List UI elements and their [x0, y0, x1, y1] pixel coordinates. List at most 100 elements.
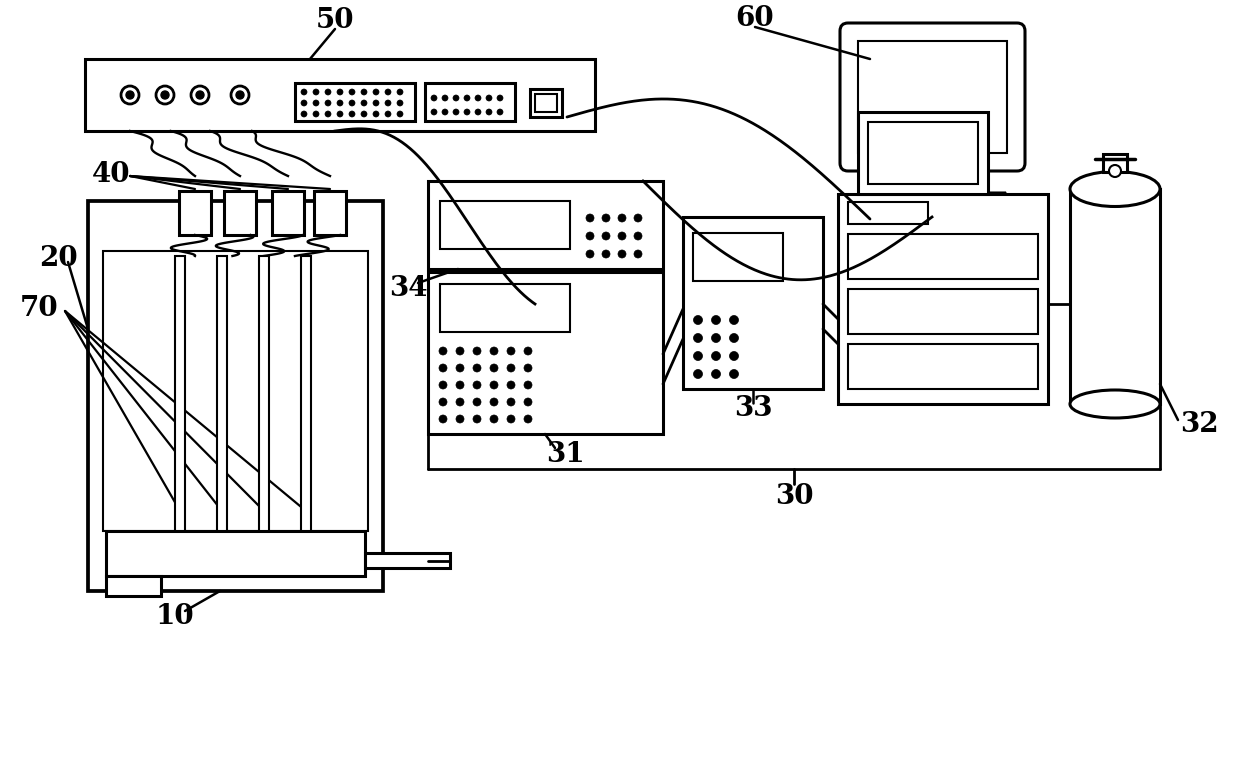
- Circle shape: [475, 95, 481, 101]
- Text: 30: 30: [775, 483, 813, 511]
- Circle shape: [712, 370, 720, 379]
- Bar: [175, 256, 185, 531]
- Text: 34: 34: [389, 276, 428, 303]
- Circle shape: [337, 89, 343, 95]
- Bar: [103, 251, 368, 531]
- Circle shape: [373, 89, 379, 95]
- Bar: [179, 191, 211, 235]
- Circle shape: [439, 347, 446, 355]
- Circle shape: [618, 214, 626, 222]
- Circle shape: [373, 111, 379, 117]
- Circle shape: [453, 109, 459, 115]
- Circle shape: [507, 347, 515, 355]
- Text: 40: 40: [92, 160, 130, 187]
- Circle shape: [490, 415, 498, 423]
- Circle shape: [432, 109, 436, 115]
- Circle shape: [453, 95, 459, 101]
- Circle shape: [497, 109, 503, 115]
- Bar: [314, 191, 346, 235]
- Text: 70: 70: [20, 295, 58, 323]
- Circle shape: [490, 347, 498, 355]
- Circle shape: [601, 250, 610, 258]
- Circle shape: [456, 415, 464, 423]
- Bar: [440, 284, 570, 332]
- Bar: [295, 83, 415, 121]
- Bar: [858, 112, 988, 194]
- Circle shape: [475, 109, 481, 115]
- Bar: [838, 194, 1048, 404]
- Circle shape: [525, 381, 532, 389]
- Circle shape: [525, 415, 532, 423]
- Circle shape: [456, 381, 464, 389]
- Bar: [105, 576, 161, 596]
- Circle shape: [634, 250, 642, 258]
- Circle shape: [618, 232, 626, 240]
- Circle shape: [236, 91, 244, 99]
- Bar: [88, 201, 383, 591]
- Circle shape: [361, 89, 367, 95]
- Circle shape: [441, 95, 448, 101]
- Bar: [217, 256, 227, 531]
- Circle shape: [441, 109, 448, 115]
- Bar: [920, 169, 944, 193]
- Bar: [1104, 154, 1127, 172]
- Circle shape: [456, 347, 464, 355]
- Circle shape: [525, 398, 532, 406]
- Circle shape: [456, 364, 464, 372]
- Bar: [224, 191, 255, 235]
- Bar: [534, 94, 557, 112]
- Circle shape: [439, 415, 446, 423]
- Text: 31: 31: [546, 440, 584, 468]
- Ellipse shape: [1070, 172, 1159, 206]
- Bar: [86, 59, 595, 131]
- Text: 33: 33: [734, 395, 773, 423]
- Circle shape: [712, 333, 720, 342]
- Circle shape: [712, 316, 720, 325]
- Circle shape: [507, 364, 515, 372]
- Bar: [259, 256, 269, 531]
- Text: 50: 50: [316, 8, 355, 34]
- Circle shape: [122, 86, 139, 104]
- Circle shape: [126, 91, 134, 99]
- Circle shape: [729, 370, 739, 379]
- Circle shape: [312, 89, 319, 95]
- Circle shape: [348, 89, 355, 95]
- Circle shape: [729, 351, 739, 361]
- Bar: [683, 217, 823, 389]
- Circle shape: [497, 95, 503, 101]
- Circle shape: [693, 333, 703, 342]
- Polygon shape: [848, 193, 1017, 217]
- Circle shape: [464, 109, 470, 115]
- Text: 20: 20: [38, 245, 77, 272]
- Circle shape: [472, 364, 481, 372]
- Circle shape: [196, 91, 205, 99]
- Circle shape: [397, 100, 403, 106]
- Text: 60: 60: [735, 5, 774, 33]
- Circle shape: [525, 347, 532, 355]
- Circle shape: [348, 100, 355, 106]
- Circle shape: [486, 109, 492, 115]
- Circle shape: [634, 232, 642, 240]
- Circle shape: [729, 333, 739, 342]
- Circle shape: [432, 95, 436, 101]
- Circle shape: [507, 415, 515, 423]
- Circle shape: [156, 86, 174, 104]
- Circle shape: [301, 89, 308, 95]
- Circle shape: [587, 232, 594, 240]
- Circle shape: [472, 347, 481, 355]
- Circle shape: [693, 316, 703, 325]
- Circle shape: [325, 111, 331, 117]
- Circle shape: [456, 398, 464, 406]
- Circle shape: [373, 100, 379, 106]
- Bar: [868, 122, 978, 184]
- Circle shape: [729, 316, 739, 325]
- Circle shape: [525, 364, 532, 372]
- Circle shape: [325, 100, 331, 106]
- Bar: [848, 344, 1038, 389]
- Circle shape: [634, 214, 642, 222]
- Ellipse shape: [1070, 390, 1159, 418]
- Circle shape: [231, 86, 249, 104]
- Circle shape: [472, 398, 481, 406]
- Bar: [529, 89, 562, 117]
- Bar: [858, 41, 1007, 153]
